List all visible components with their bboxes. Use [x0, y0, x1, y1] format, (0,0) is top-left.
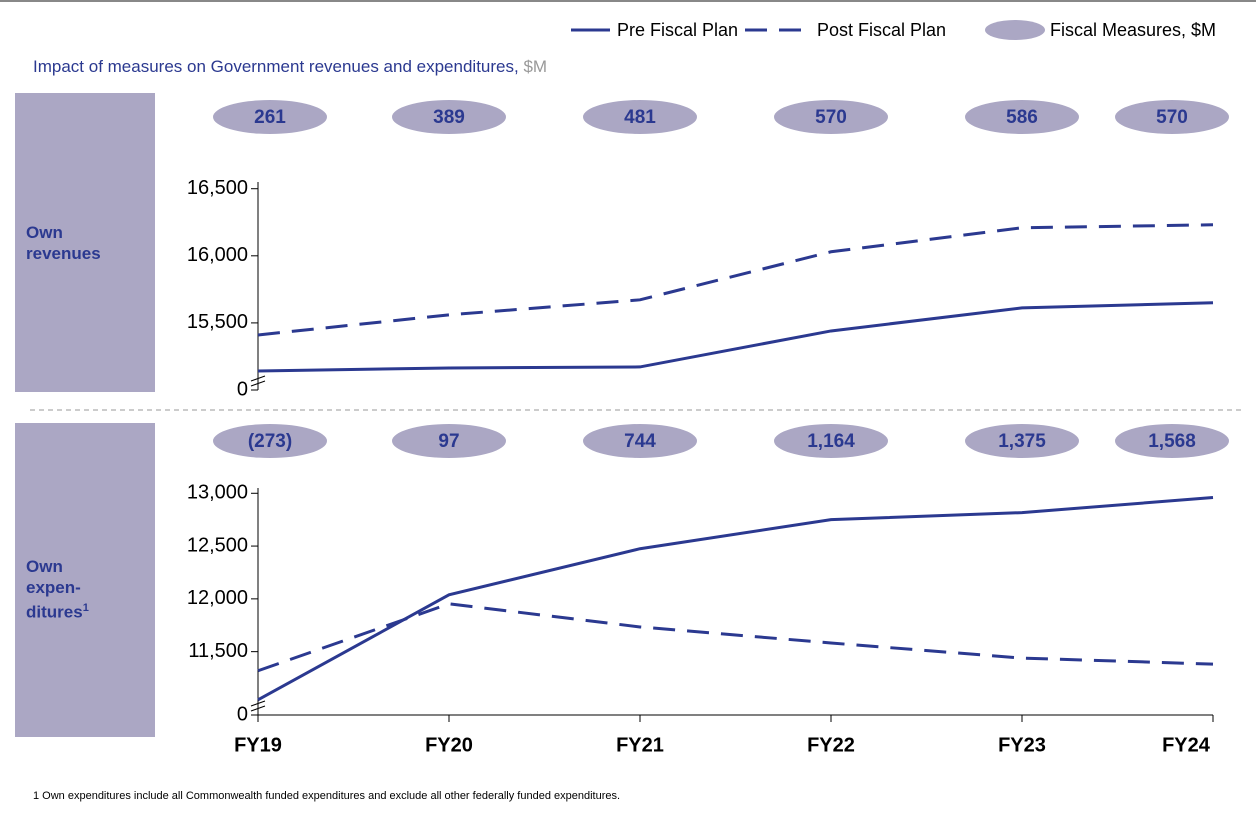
y-tick-label: 15,500	[187, 311, 248, 333]
measure-ellipse	[965, 100, 1079, 134]
measure-ellipse	[213, 100, 327, 134]
row-panel	[15, 93, 155, 392]
measure-ellipse	[965, 424, 1079, 458]
measure-label: 586	[1006, 107, 1038, 128]
y-tick-label: 12,000	[187, 587, 248, 609]
series-line	[257, 301, 1214, 373]
measure-ellipse	[583, 100, 697, 134]
subtitle: Impact of measures on Government revenue…	[33, 57, 547, 77]
series-line	[257, 496, 1214, 702]
legend-label: Pre Fiscal Plan	[617, 20, 738, 40]
measure-ellipse	[583, 424, 697, 458]
x-tick-label: FY22	[807, 734, 855, 756]
legend-swatch	[985, 20, 1045, 40]
subtitle-text: Impact of measures on Government revenue…	[33, 57, 519, 76]
legend-label: Post Fiscal Plan	[817, 20, 946, 40]
series-line	[257, 223, 1214, 337]
legend-label: Fiscal Measures, $M	[1050, 20, 1216, 40]
measure-label: 97	[438, 431, 459, 452]
measure-label: 570	[1156, 107, 1188, 128]
y-tick-label: 16,000	[187, 244, 248, 266]
measure-label: 570	[815, 107, 847, 128]
measure-ellipse	[392, 100, 506, 134]
measure-label: 389	[433, 107, 465, 128]
row-label-text: Own revenues	[26, 223, 101, 263]
y-tick-label: 13,000	[187, 482, 248, 504]
measure-label: 481	[624, 107, 656, 128]
measure-ellipse	[1115, 424, 1229, 458]
x-tick-label: FY19	[234, 734, 282, 756]
y-tick-label: 12,500	[187, 534, 248, 556]
y-tick-label: 0	[237, 703, 248, 725]
x-tick-label: FY24	[1162, 734, 1211, 756]
footnote-marker: 1	[82, 602, 89, 614]
measure-ellipse	[774, 100, 888, 134]
axis-break	[250, 375, 266, 387]
measure-ellipse	[1115, 100, 1229, 134]
y-tick-label: 11,500	[188, 640, 248, 662]
measure-ellipse	[392, 424, 506, 458]
y-tick-label: 0	[237, 378, 248, 400]
row-label: Own expen-ditures1	[26, 556, 106, 623]
axis-break	[250, 700, 266, 712]
x-tick-label: FY20	[425, 734, 473, 756]
series-line	[257, 602, 1214, 673]
measure-label: 744	[624, 431, 656, 452]
x-tick-label: FY21	[616, 734, 664, 756]
footnote: 1 Own expenditures include all Commonwea…	[33, 790, 621, 802]
measure-label: 1,568	[1148, 431, 1196, 452]
row-label-text: Own expen-ditures	[26, 557, 83, 622]
x-tick-label: FY23	[998, 734, 1046, 756]
row-label: Own revenues	[26, 222, 126, 264]
measure-ellipse	[213, 424, 327, 458]
measure-ellipse	[774, 424, 888, 458]
measure-label: 1,375	[998, 431, 1046, 452]
measure-label: 1,164	[807, 431, 855, 452]
subtitle-unit: $M	[523, 57, 548, 76]
measure-label: 261	[254, 107, 286, 128]
y-tick-label: 16,500	[187, 177, 248, 199]
measure-label: (273)	[248, 431, 292, 452]
row-panel	[15, 423, 155, 737]
